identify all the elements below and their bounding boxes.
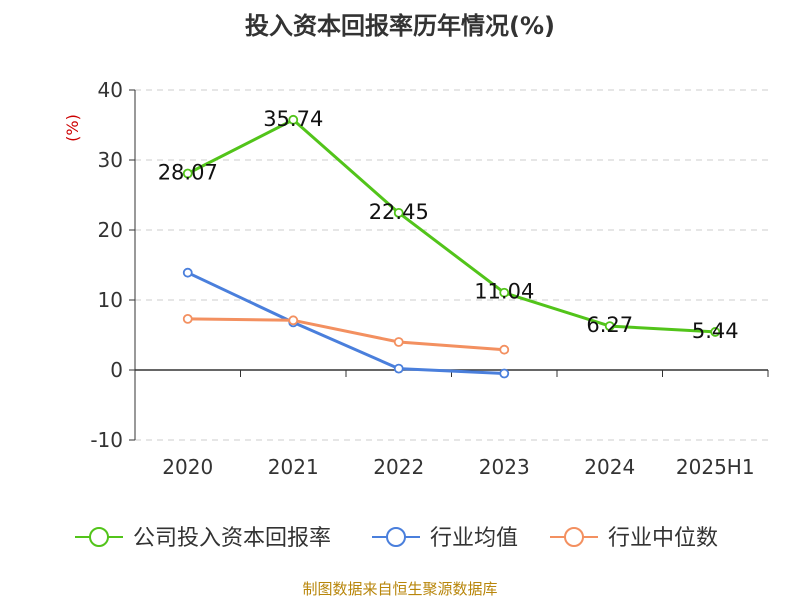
axes: 40 30 20 10 0 -10 2020 2021 2022 2023 2024 2025H1	[90, 78, 769, 479]
chart-title: 投入资本回报率历年情况(%)	[245, 12, 555, 40]
data-label: 5.44	[692, 319, 739, 343]
series-line	[187, 271, 505, 375]
data-labels: 28.07 35.74 22.45 11.04 6.27 5.44	[158, 107, 739, 343]
y-tick-label: 10	[98, 288, 123, 312]
x-tick-label: 2020	[162, 455, 213, 479]
data-point	[499, 368, 510, 379]
y-tick-label: 0	[110, 358, 123, 382]
x-tick-label: 2021	[268, 455, 319, 479]
legend-label: 行业均值	[430, 526, 518, 551]
legend-label: 公司投入资本回报率	[133, 526, 331, 551]
series-lines	[182, 114, 721, 379]
y-tick-label: -10	[90, 428, 123, 452]
data-label: 28.07	[158, 161, 218, 185]
legend: 公司投入资本回报率 行业均值 行业中位数	[75, 526, 718, 551]
data-point	[499, 344, 510, 355]
x-tick-label: 2023	[479, 455, 530, 479]
grid-lines	[135, 89, 768, 441]
x-tick-label: 2022	[373, 455, 424, 479]
data-point	[182, 168, 193, 179]
legend-marker	[89, 527, 109, 547]
data-point	[499, 287, 510, 298]
data-point	[288, 315, 299, 326]
data-point	[288, 114, 299, 125]
legend-marker	[564, 527, 584, 547]
legend-marker	[386, 527, 406, 547]
data-point	[393, 363, 404, 374]
data-point	[182, 313, 193, 324]
data-point	[182, 267, 193, 278]
series-line	[187, 317, 505, 352]
y-tick-label: 30	[98, 148, 123, 172]
legend-label: 行业中位数	[608, 526, 718, 551]
data-point	[393, 207, 404, 218]
data-point	[710, 327, 721, 337]
data-label: 11.04	[474, 280, 534, 304]
x-tick-label: 2025H1	[676, 455, 755, 479]
data-label: 6.27	[586, 313, 633, 337]
series-line	[187, 118, 716, 334]
y-tick-label: 40	[98, 78, 123, 102]
x-tick-label: 2024	[584, 455, 635, 479]
data-point	[604, 321, 615, 332]
source-note: 制图数据来自恒生聚源数据库	[302, 580, 497, 598]
data-label: 22.45	[369, 200, 429, 224]
y-tick-label: 20	[98, 218, 123, 242]
data-point	[393, 337, 404, 347]
data-label: 35.74	[263, 107, 323, 131]
y-axis-label: (%)	[63, 114, 82, 142]
